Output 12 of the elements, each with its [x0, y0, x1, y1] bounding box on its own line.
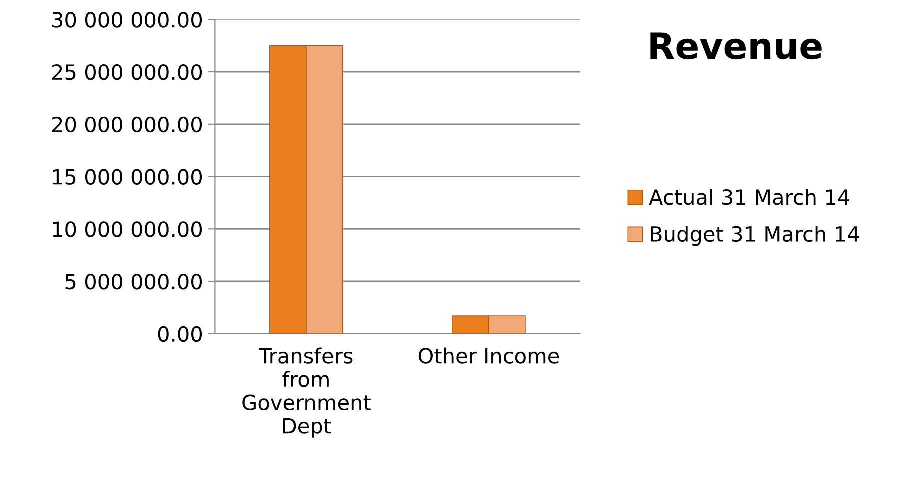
x-tick-label: Transfers from Government Dept	[242, 348, 371, 438]
legend-label: Actual 31 March 14	[649, 189, 850, 206]
x-tick-label: Other Income	[418, 348, 560, 364]
y-tick-label: 25 000 000.00	[52, 64, 202, 80]
text: Revenue	[650, 32, 822, 60]
y-tick-label: 30 000 000.00	[52, 12, 202, 28]
y-tick-label: 20 000 000.00	[52, 116, 202, 133]
y-tick-label: 0.00	[158, 326, 202, 342]
legend-label: Budget 31 March 14	[651, 226, 860, 246]
y-tick-label: 10 000 000.00	[53, 222, 202, 238]
y-tick-label: 5 000 000.00	[66, 274, 202, 290]
y-tick-label: 15 000 000.00	[53, 169, 202, 185]
